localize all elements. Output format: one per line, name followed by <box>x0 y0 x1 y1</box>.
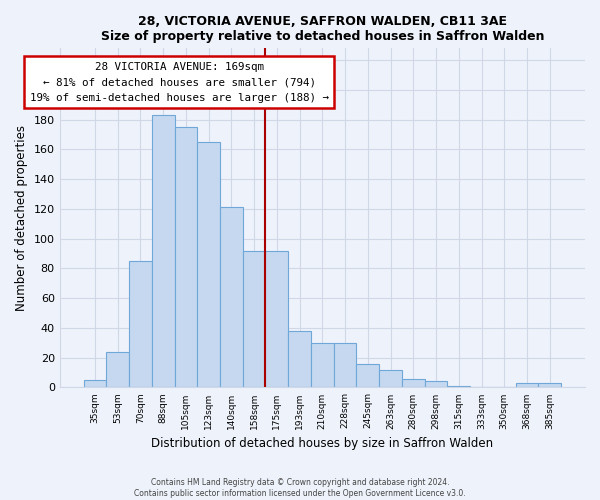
Bar <box>334 343 356 388</box>
Bar <box>425 382 448 388</box>
Text: Contains HM Land Registry data © Crown copyright and database right 2024.
Contai: Contains HM Land Registry data © Crown c… <box>134 478 466 498</box>
Bar <box>106 352 129 388</box>
Bar <box>356 364 379 388</box>
Text: 28 VICTORIA AVENUE: 169sqm
← 81% of detached houses are smaller (794)
19% of sem: 28 VICTORIA AVENUE: 169sqm ← 81% of deta… <box>29 62 329 103</box>
Bar <box>448 386 470 388</box>
Bar <box>83 380 106 388</box>
Bar <box>515 383 538 388</box>
X-axis label: Distribution of detached houses by size in Saffron Walden: Distribution of detached houses by size … <box>151 437 493 450</box>
Title: 28, VICTORIA AVENUE, SAFFRON WALDEN, CB11 3AE
Size of property relative to detac: 28, VICTORIA AVENUE, SAFFRON WALDEN, CB1… <box>101 15 544 43</box>
Bar <box>152 116 175 388</box>
Bar <box>538 383 561 388</box>
Y-axis label: Number of detached properties: Number of detached properties <box>15 125 28 311</box>
Bar <box>220 208 243 388</box>
Bar <box>402 378 425 388</box>
Bar <box>243 250 265 388</box>
Bar <box>288 331 311 388</box>
Bar <box>311 343 334 388</box>
Bar <box>197 142 220 388</box>
Bar <box>129 261 152 388</box>
Bar <box>379 370 402 388</box>
Bar <box>265 250 288 388</box>
Bar <box>175 127 197 388</box>
